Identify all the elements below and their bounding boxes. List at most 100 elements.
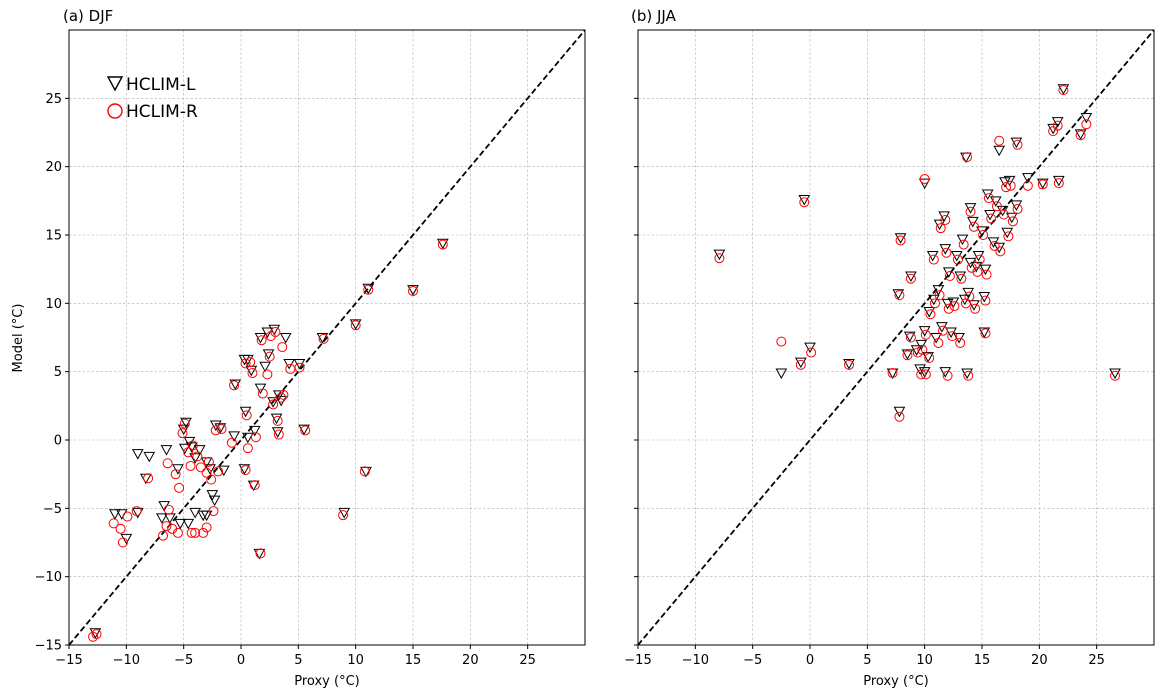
x-tick-label: 5 (294, 653, 302, 668)
point-hclim-l-jja (939, 367, 952, 378)
x-ticks-jja: −15 −10 −5 0 5 10 15 20 25 (624, 645, 1105, 668)
point-hclim-l-djf (158, 501, 171, 512)
points-jja (713, 84, 1121, 422)
point-hclim-r-djf (163, 504, 174, 515)
point-hclim-l-djf (89, 628, 102, 639)
point-hclim-r-jja (942, 370, 953, 381)
x-tick-label: −15 (55, 653, 82, 668)
point-hclim-r-jja (968, 221, 979, 232)
point-hclim-l-djf (259, 361, 271, 373)
point-hclim-r-djf (272, 415, 283, 426)
point-hclim-r-jja (1022, 180, 1033, 191)
point-hclim-r-jja (920, 329, 931, 340)
point-hclim-l-djf (185, 442, 198, 453)
x-axis-label-jja: Proxy (°C) (863, 674, 928, 689)
point-hclim-r-djf (208, 506, 219, 517)
point-hclim-l-djf (238, 464, 251, 475)
point-hclim-l-djf (275, 395, 287, 407)
point-hclim-r-djf (408, 286, 418, 297)
point-hclim-r-jja (905, 273, 916, 284)
panel-title-jja: (b) JJA (631, 7, 677, 25)
point-hclim-l-jja (984, 210, 996, 221)
point-hclim-r-jja (956, 273, 967, 284)
point-hclim-l-jja (942, 267, 955, 278)
point-hclim-l-djf (180, 417, 192, 429)
point-hclim-l-jja (930, 333, 942, 344)
point-hclim-r-jja (965, 206, 976, 217)
point-hclim-l-djf (193, 445, 206, 456)
point-hclim-r-jja (978, 230, 989, 240)
panel-djf: (a) DJF −15 −10 −5 0 5 10 15 20 25 −15 −10 −5 0 5 10 1… (11, 7, 586, 689)
point-hclim-r-djf (359, 466, 370, 477)
point-hclim-l-jja (1036, 178, 1049, 190)
point-hclim-l-jja (892, 289, 905, 300)
point-hclim-l-jja (962, 287, 975, 299)
point-hclim-r-jja (938, 325, 949, 336)
point-hclim-r-djf (216, 424, 227, 435)
x-tick-label: −15 (624, 653, 651, 668)
legend: HCLIM-L HCLIM-R (106, 75, 198, 122)
point-hclim-r-jja (924, 353, 935, 363)
point-hclim-r-jja (1037, 179, 1048, 190)
point-hclim-r-jja (806, 347, 817, 358)
point-hclim-r-jja (995, 246, 1006, 257)
point-hclim-r-djf (242, 443, 253, 454)
point-hclim-r-jja (920, 369, 931, 380)
point-hclim-r-djf (206, 474, 217, 485)
grid-djf (68, 30, 585, 646)
point-hclim-r-jja (902, 350, 913, 361)
x-tick-label: −5 (743, 653, 762, 668)
x-ticks-djf: −15 −10 −5 0 5 10 15 20 25 (55, 645, 536, 668)
point-hclim-r-djf (183, 447, 194, 458)
point-hclim-l-jja (947, 297, 960, 308)
point-hclim-r-djf (115, 523, 126, 534)
point-hclim-r-jja (1075, 130, 1086, 141)
point-hclim-l-jja (968, 300, 980, 311)
point-hclim-l-djf (242, 354, 254, 366)
point-hclim-l-djf (407, 285, 419, 296)
point-hclim-r-djf (255, 548, 266, 559)
x-tick-label: 20 (1031, 653, 1048, 668)
y-tick-label: 0 (54, 434, 62, 449)
y-ticks-djf: −15 −10 −5 0 5 10 15 20 25 (35, 92, 69, 654)
point-hclim-r-jja (947, 331, 958, 342)
point-hclim-l-jja (987, 237, 1000, 248)
point-hclim-r-djf (201, 467, 212, 478)
point-hclim-l-jja (993, 242, 1006, 254)
x-tick-label: −10 (682, 653, 709, 668)
point-hclim-l-jja (978, 292, 991, 303)
point-hclim-r-djf (278, 389, 289, 400)
point-hclim-l-djf (177, 424, 190, 436)
point-hclim-l-djf (156, 513, 168, 524)
point-hclim-l-jja (976, 226, 988, 237)
point-hclim-r-djf (198, 527, 209, 538)
point-hclim-r-djf (249, 480, 260, 491)
point-hclim-l-djf (189, 453, 201, 464)
point-hclim-r-djf (273, 429, 284, 440)
point-hclim-r-djf (210, 425, 221, 436)
point-hclim-l-jja (903, 331, 916, 343)
point-hclim-r-jja (1005, 180, 1016, 191)
point-hclim-l-djf (178, 443, 191, 455)
point-hclim-r-djf (318, 333, 329, 344)
point-hclim-l-jja (933, 219, 946, 231)
point-hclim-r-djf (262, 369, 273, 380)
x-tick-label: 5 (863, 653, 871, 668)
point-hclim-r-jja (887, 368, 898, 379)
point-hclim-l-jja (927, 294, 940, 306)
point-hclim-l-jja (804, 342, 816, 354)
point-hclim-r-djf (203, 456, 214, 467)
point-hclim-l-jja (964, 203, 977, 214)
point-hclim-r-jja (843, 359, 854, 370)
legend-item-hclim-r: HCLIM-R (107, 102, 198, 122)
point-hclim-l-djf (239, 406, 252, 418)
point-hclim-l-jja (926, 251, 939, 262)
point-hclim-r-djf (256, 335, 267, 346)
point-hclim-l-jja (915, 339, 928, 351)
point-hclim-r-djf (172, 527, 183, 538)
point-hclim-r-djf (241, 410, 252, 421)
point-hclim-r-jja (955, 337, 966, 348)
point-hclim-r-djf (162, 458, 173, 469)
point-hclim-r-djf (213, 466, 224, 477)
point-hclim-r-djf (190, 527, 201, 538)
